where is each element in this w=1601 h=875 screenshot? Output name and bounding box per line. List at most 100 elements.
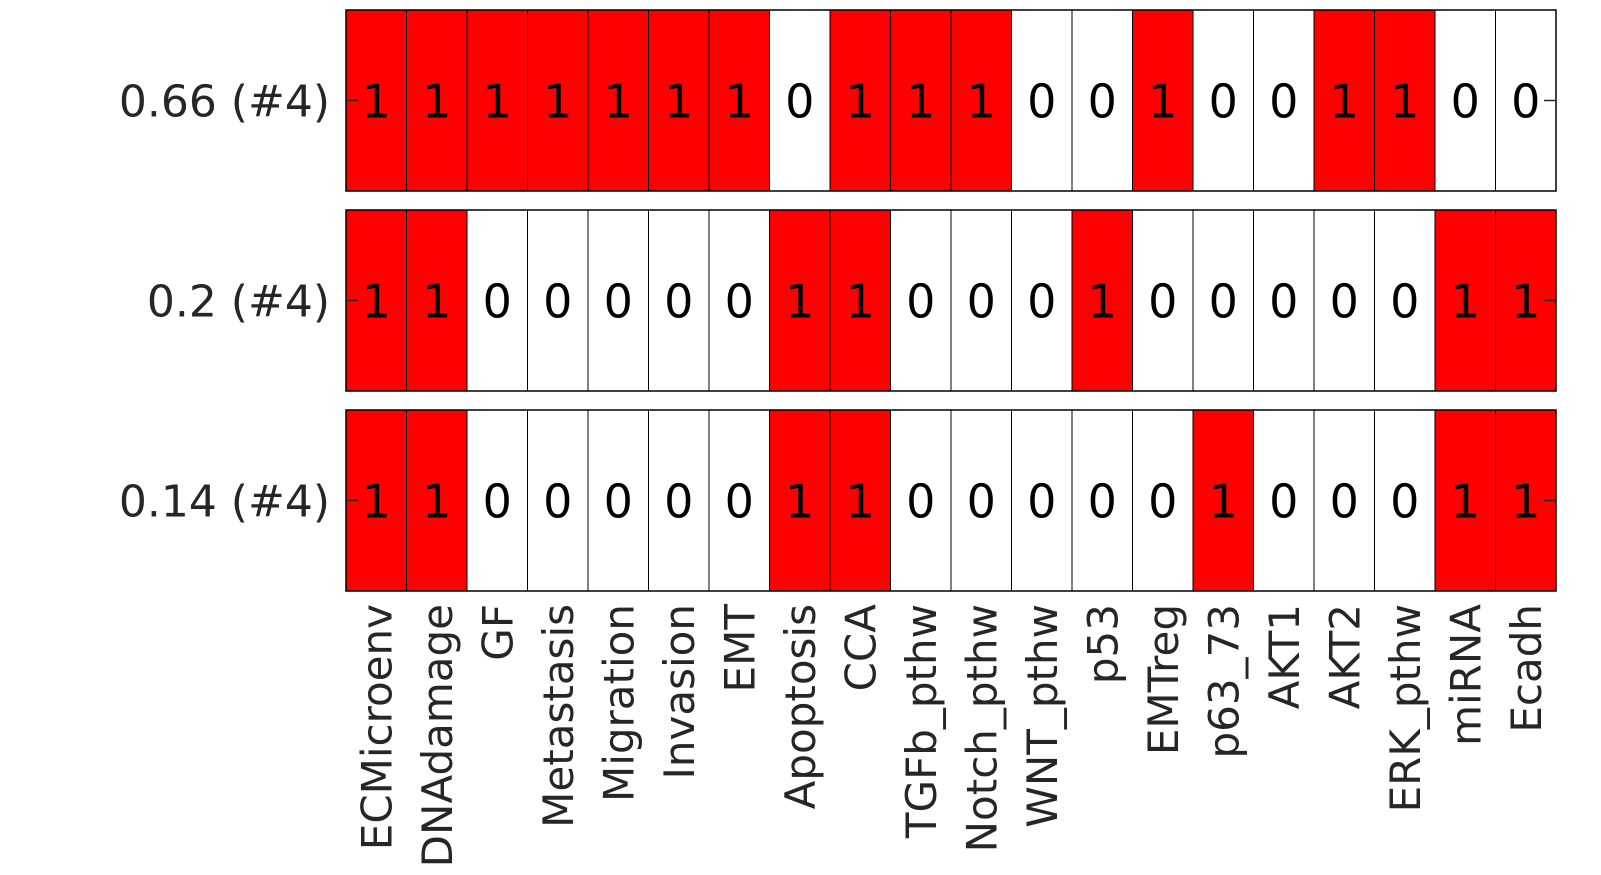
heatmap-cell	[1192, 9, 1254, 192]
cell-value-label: 1	[362, 475, 391, 529]
heatmap-cell	[769, 9, 831, 192]
heatmap-cell	[648, 9, 710, 192]
cell-value-label: 1	[422, 475, 451, 529]
cell-value-label: 0	[1269, 75, 1298, 129]
column-label: AKT1	[1260, 604, 1309, 709]
heatmap-cell	[527, 209, 589, 392]
column-label: TGFb_pthw	[897, 604, 946, 839]
column-label: Apoptosis	[776, 604, 825, 809]
heatmap-cell	[1434, 9, 1496, 192]
column-label: WNT_pthw	[1018, 604, 1067, 828]
cell-value-label: 0	[1451, 75, 1480, 129]
column-label: DNAdamage	[413, 604, 462, 867]
cell-value-label: 0	[664, 475, 693, 529]
column-label: p53	[1078, 604, 1127, 684]
cell-value-label: 1	[1511, 275, 1540, 329]
heatmap-cell	[890, 9, 952, 192]
column-label: ECMicroenv	[352, 604, 401, 850]
cell-value-label: 1	[725, 75, 754, 129]
heatmap-cell	[829, 409, 891, 592]
heatmap-cell	[950, 209, 1012, 392]
cell-value-label: 1	[967, 75, 996, 129]
cell-value-label: 0	[1088, 75, 1117, 129]
column-label: CCA	[836, 604, 885, 692]
row-label: 0.66 (#4)	[119, 77, 330, 128]
cell-value-label: 0	[1209, 75, 1238, 129]
column-labels: ECMicroenv DNAdamage GF Metastasis Migration…	[352, 604, 1551, 868]
heatmap-cell	[1374, 409, 1436, 592]
heatmap-cell	[1374, 9, 1436, 192]
cell-value-label: 0	[1511, 75, 1540, 129]
heatmap-cell	[406, 409, 468, 592]
heatmap-cell	[829, 209, 891, 392]
cell-value-label: 0	[604, 275, 633, 329]
heatmap-cell	[1011, 9, 1073, 192]
cell-value-label: 0	[1027, 275, 1056, 329]
cell-value-label: 1	[1209, 475, 1238, 529]
cell-value-label: 0	[1390, 275, 1419, 329]
cell-value-label: 1	[1451, 475, 1480, 529]
cell-value-label: 1	[1330, 75, 1359, 129]
cell-value-label: 0	[1330, 275, 1359, 329]
heatmap-cell	[1071, 409, 1133, 592]
cell-value-label: 1	[483, 75, 512, 129]
cell-value-label: 0	[967, 475, 996, 529]
cell-value-label: 1	[1088, 275, 1117, 329]
heatmap-cell	[406, 9, 468, 192]
heatmap-cell	[1253, 409, 1315, 592]
heatmap-cell	[587, 209, 649, 392]
cell-value-label: 1	[543, 75, 572, 129]
cell-value-label: 1	[1390, 75, 1419, 129]
cell-value-label: 0	[906, 275, 935, 329]
cell-value-label: 0	[483, 275, 512, 329]
column-label: Metastasis	[534, 604, 583, 828]
heatmap-cell	[1132, 409, 1194, 592]
cell-value-label: 0	[1088, 475, 1117, 529]
heatmap-cell	[648, 209, 710, 392]
cell-value-label: 1	[422, 75, 451, 129]
cell-value-label: 0	[1148, 275, 1177, 329]
cell-value-label: 1	[785, 275, 814, 329]
cell-value-label: 1	[906, 75, 935, 129]
cell-value-label: 1	[1451, 275, 1480, 329]
cell-value-label: 0	[785, 75, 814, 129]
cell-value-label: 0	[604, 475, 633, 529]
heatmap-cell	[708, 409, 770, 592]
column-label: Invasion	[655, 604, 704, 779]
cell-value-label: 0	[664, 275, 693, 329]
cell-value-label: 0	[543, 475, 572, 529]
heatmap-cell	[1071, 9, 1133, 192]
column-label: EMTreg	[1139, 604, 1188, 755]
column-label: Notch_pthw	[957, 604, 1006, 852]
cell-value-label: 0	[1390, 475, 1419, 529]
cell-value-label: 1	[785, 475, 814, 529]
heatmap-cell	[587, 9, 649, 192]
cell-value-label: 0	[1148, 475, 1177, 529]
cell-value-label: 1	[362, 275, 391, 329]
heatmap-cell	[1192, 209, 1254, 392]
heatmap-cell	[1011, 409, 1073, 592]
heatmap-cell	[1434, 409, 1496, 592]
heatmap-cell	[1434, 209, 1496, 392]
column-label: p63_73	[1199, 604, 1248, 759]
cell-value-label: 0	[967, 275, 996, 329]
heatmap-cell	[1495, 209, 1557, 392]
cell-value-label: 1	[362, 75, 391, 129]
heatmap-cell	[769, 209, 831, 392]
column-label: Ecadh	[1502, 604, 1551, 733]
column-label: miRNA	[1441, 604, 1490, 746]
heatmap-cell	[527, 409, 589, 592]
cell-value-label: 1	[604, 75, 633, 129]
heatmap-cell	[406, 209, 468, 392]
cell-value-label: 0	[1330, 475, 1359, 529]
row-label: 0.14 (#4)	[119, 477, 330, 528]
cell-value-label: 0	[1027, 75, 1056, 129]
cell-value-label: 1	[1511, 475, 1540, 529]
heatmap-cell	[466, 409, 528, 592]
cell-value-label: 1	[664, 75, 693, 129]
column-label: Migration	[594, 604, 643, 802]
cell-value-label: 1	[422, 275, 451, 329]
